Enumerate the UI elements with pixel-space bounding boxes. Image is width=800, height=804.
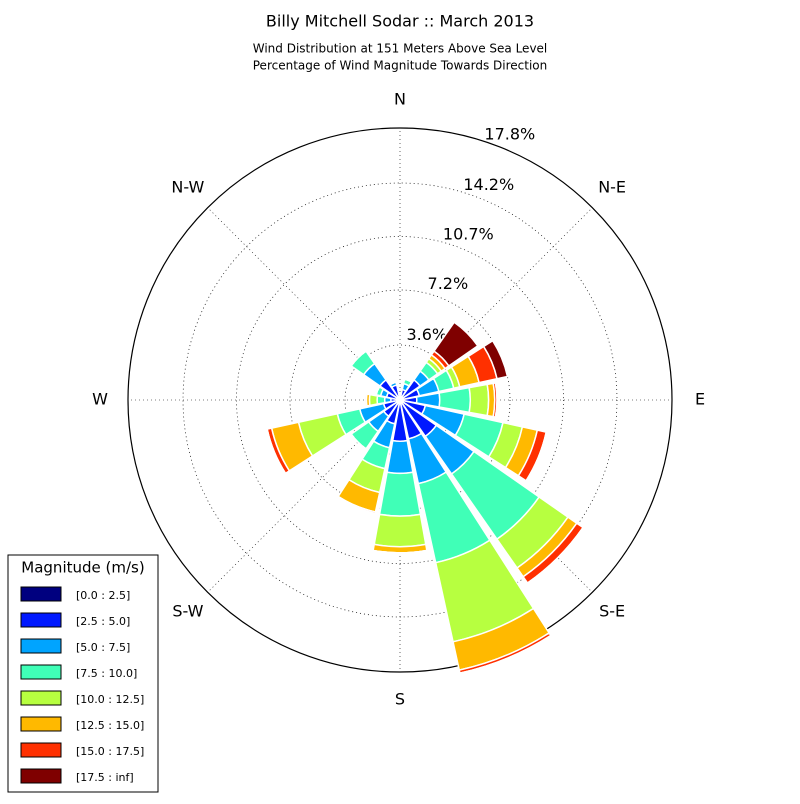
wind-segment <box>380 472 421 516</box>
chart-title: Billy Mitchell Sodar :: March 2013 <box>266 12 534 31</box>
direction-label: N <box>394 90 406 109</box>
wind-segment <box>387 441 413 474</box>
legend-swatch <box>21 769 61 783</box>
direction-label: E <box>695 390 705 409</box>
wind-segment <box>365 394 366 406</box>
radial-tick-label: 14.2% <box>463 175 514 194</box>
radial-tick-label: 17.8% <box>484 124 535 143</box>
legend-label: [5.0 : 7.5] <box>76 641 130 654</box>
chart-subtitle: Percentage of Wind Magnitude Towards Dir… <box>253 59 547 73</box>
wind-segment <box>469 384 488 415</box>
direction-label: W <box>92 390 108 409</box>
legend-label: [7.5 : 10.0] <box>76 667 137 680</box>
legend-label: [2.5 : 5.0] <box>76 615 130 628</box>
legend-swatch <box>21 587 61 601</box>
direction-label: S-W <box>172 602 203 621</box>
legend-swatch <box>21 639 61 653</box>
direction-label: S <box>395 690 405 709</box>
wind-segment <box>369 395 377 406</box>
legend-swatch <box>21 691 61 705</box>
radial-tick-label: 10.7% <box>443 225 494 244</box>
legend-label: [10.0 : 12.5] <box>76 693 144 706</box>
direction-label: N-W <box>171 177 204 196</box>
wind-segment <box>439 388 470 413</box>
legend-label: [12.5 : 15.0] <box>76 719 144 732</box>
legend-title: Magnitude (m/s) <box>21 559 144 577</box>
legend-swatch <box>21 665 61 679</box>
legend-label: [15.0 : 17.5] <box>76 745 144 758</box>
wind-segment <box>374 514 426 546</box>
radial-tick-label: 7.2% <box>428 274 469 293</box>
legend-label: [17.5 : inf] <box>76 771 134 784</box>
direction-label: S-E <box>599 602 625 621</box>
legend-swatch <box>21 613 61 627</box>
legend-swatch <box>21 717 61 731</box>
legend-label: [0.0 : 2.5] <box>76 589 130 602</box>
direction-label: N-E <box>598 177 626 196</box>
chart-subtitle: Wind Distribution at 151 Meters Above Se… <box>253 42 548 56</box>
legend-swatch <box>21 743 61 757</box>
